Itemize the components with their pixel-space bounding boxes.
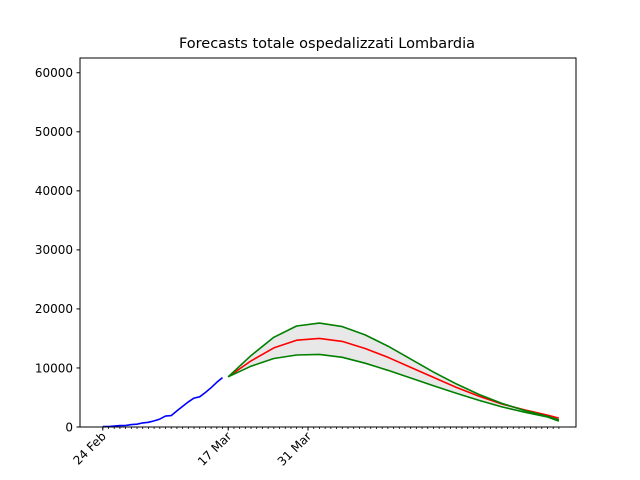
plot-background [80,58,576,427]
lower-bound-line [227,353,560,422]
y-axis: 0 10000 20000 30000 40000 50000 60000 [35,66,80,434]
y-tick-label: 10000 [35,361,73,375]
y-tick-label: 50000 [35,125,73,139]
y-tick-label: 20000 [35,302,73,316]
chart-marks [102,322,560,428]
x-tick-label: 17 Mar [195,429,234,468]
plot-frame [79,57,577,428]
plot-area [79,57,577,428]
chart-title: Forecasts totale ospedalizzati Lombardia [179,36,475,52]
x-axis: 24 Feb 17 Mar 31 Mar [70,427,560,469]
y-tick-label: 30000 [35,243,73,257]
x-tick-label: 24 Feb [70,429,108,467]
y-tick-label: 0 [65,420,73,434]
y-tick-label: 60000 [35,66,73,80]
y-tick-label: 40000 [35,184,73,198]
x-tick-label: 31 Mar [275,429,314,468]
upper-bound-line [227,322,560,421]
observed-series-line [102,376,224,428]
